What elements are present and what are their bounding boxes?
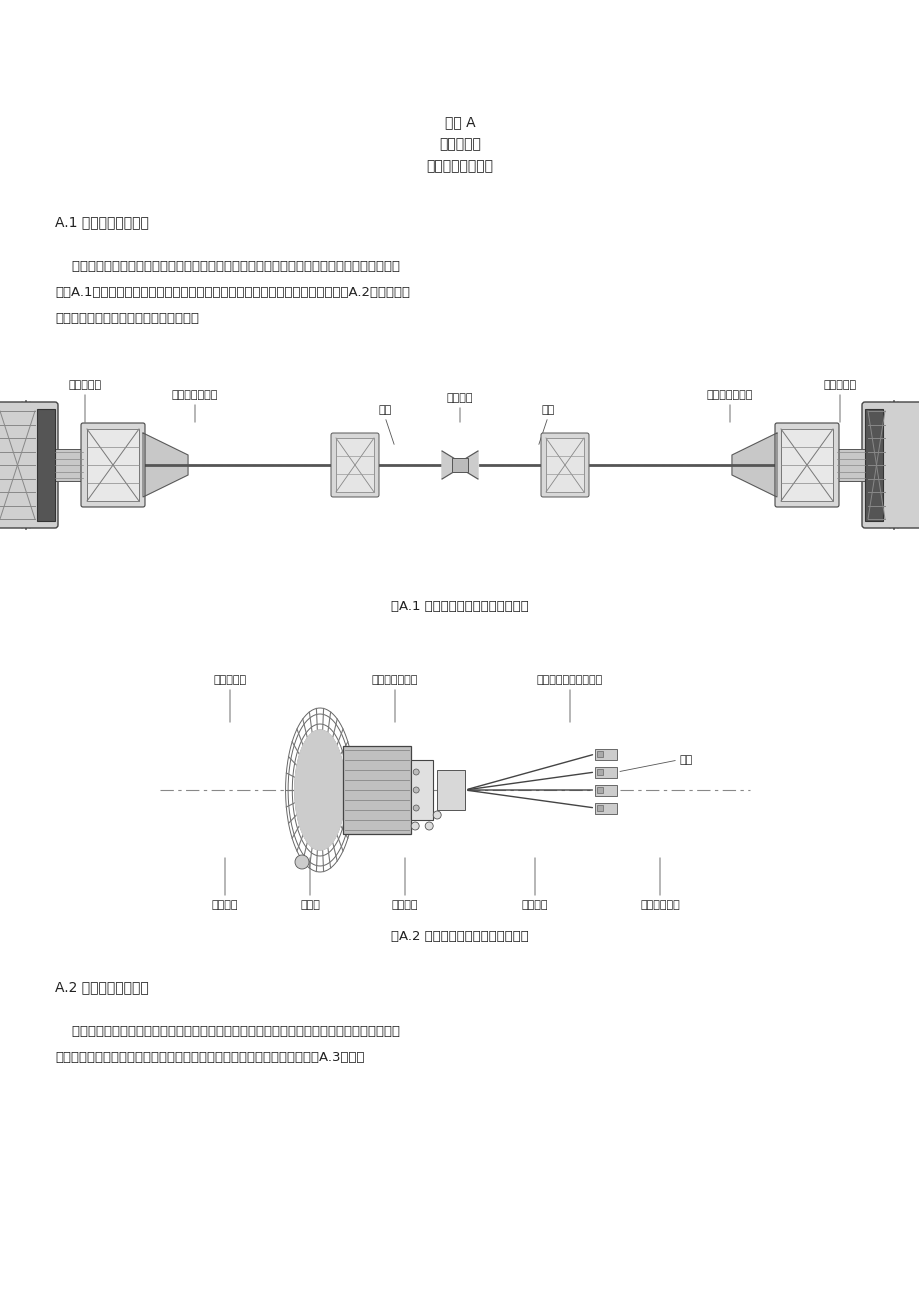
Polygon shape	[732, 433, 777, 497]
Text: 后安装式: 后安装式	[211, 900, 238, 909]
Polygon shape	[460, 451, 478, 479]
FancyBboxPatch shape	[81, 423, 145, 507]
Text: 连接器型预制光缆主要由插头端和插座端构成。插头端由插头、室外光缆、防护端盖等组成，: 连接器型预制光缆主要由插头端和插座端构成。插头端由插头、室外光缆、防护端盖等组成…	[55, 260, 400, 273]
Text: 分支器型预制光缆内部无断点，在室外光缆两端经分支器直接预制室内分支，并以套管等防护: 分支器型预制光缆内部无断点，在室外光缆两端经分支器直接预制室内分支，并以套管等防…	[55, 1025, 400, 1038]
Text: 安装板: 安装板	[300, 900, 320, 909]
Bar	[411, 760, 433, 820]
Text: 多芯光纤连接器: 多芯光纤连接器	[172, 390, 218, 399]
Text: 多芯光纤连接器: 多芯光纤连接器	[371, 675, 418, 686]
FancyBboxPatch shape	[540, 433, 588, 497]
Text: 图A.1 连接器型预制光缆（插头端）: 图A.1 连接器型预制光缆（插头端）	[391, 600, 528, 613]
FancyBboxPatch shape	[331, 433, 379, 497]
Circle shape	[413, 769, 419, 775]
Polygon shape	[294, 730, 345, 850]
Bar	[780, 429, 832, 501]
Circle shape	[413, 787, 419, 794]
Bar	[595, 785, 617, 795]
Bar	[55, 449, 83, 481]
Text: 图A.2 连接器型预制光缆（插座端）: 图A.2 连接器型预制光缆（插座端）	[391, 930, 528, 943]
Text: 方式妥善保护。预制光缆组件由室外光缆、分支器、防护材料等组成，如图A.3所示。: 方式妥善保护。预制光缆组件由室外光缆、分支器、防护材料等组成，如图A.3所示。	[55, 1051, 364, 1064]
Bar	[596, 751, 603, 757]
Polygon shape	[441, 451, 460, 479]
Bar	[595, 803, 617, 813]
Text: 标识: 标识	[378, 405, 391, 415]
Circle shape	[433, 811, 441, 820]
Text: 如图A.1所示；插座端由插座、室内光缆、光纤活动插头、防护端盖等组成，如图A.2所示，其性: 如图A.1所示；插座端由插座、室内光缆、光纤活动插头、防护端盖等组成，如图A.2…	[55, 286, 410, 299]
Text: 插座防护盖: 插座防护盖	[213, 675, 246, 686]
Circle shape	[425, 822, 433, 830]
Bar	[335, 438, 374, 492]
Bar	[343, 745, 411, 834]
Text: 能参数参照本文件中跳线光缆性能指标。: 能参数参照本文件中跳线光缆性能指标。	[55, 312, 199, 325]
Circle shape	[413, 805, 419, 811]
FancyBboxPatch shape	[861, 402, 919, 528]
Polygon shape	[142, 433, 187, 497]
Bar	[596, 787, 603, 794]
Bar	[864, 409, 882, 520]
Text: 标识: 标识	[679, 755, 693, 765]
Bar	[37, 409, 55, 520]
FancyBboxPatch shape	[0, 402, 58, 528]
Text: 室内光缆: 室内光缆	[521, 900, 548, 909]
Text: 多芯光纤连接器: 多芯光纤连接器	[706, 390, 753, 399]
Text: 前安装式: 前安装式	[391, 900, 418, 909]
Text: 光纤活动插头: 光纤活动插头	[640, 900, 679, 909]
Bar	[596, 769, 603, 775]
Circle shape	[295, 855, 309, 869]
Bar	[836, 449, 864, 481]
Text: 预制光缆结构示意: 预制光缆结构示意	[426, 159, 493, 173]
Text: A.1 连接器型预制光缆: A.1 连接器型预制光缆	[55, 215, 149, 229]
Text: 附录 A: 附录 A	[444, 114, 475, 129]
Text: 标识: 标识	[540, 405, 554, 415]
Bar	[87, 429, 139, 501]
Text: 光缆防护护套（可选）: 光缆防护护套（可选）	[537, 675, 603, 686]
Bar	[596, 805, 603, 811]
FancyBboxPatch shape	[774, 423, 838, 507]
Text: 插头防护盖: 插头防护盖	[823, 380, 856, 390]
Bar	[595, 766, 617, 778]
Text: 插头防护盖: 插头防护盖	[68, 380, 101, 390]
Text: （资料性）: （资料性）	[438, 137, 481, 151]
Circle shape	[411, 822, 419, 830]
Text: 室外光缆: 室外光缆	[447, 393, 472, 403]
Bar	[545, 438, 584, 492]
Bar	[451, 458, 468, 472]
Text: A.2 分支器型预制光缆: A.2 分支器型预制光缆	[55, 980, 149, 994]
Bar	[437, 770, 465, 811]
Bar	[595, 748, 617, 760]
